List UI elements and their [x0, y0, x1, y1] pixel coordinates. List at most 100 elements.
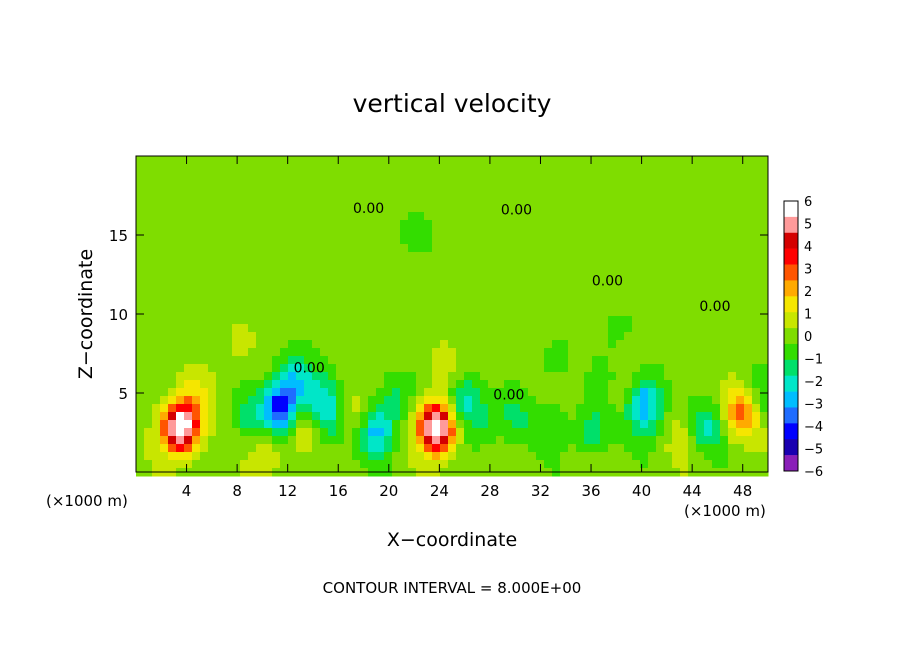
- heatmap-cell: [456, 204, 465, 213]
- heatmap-cell: [208, 372, 217, 381]
- heatmap-cell: [200, 260, 209, 269]
- heatmap-cell: [632, 268, 641, 277]
- heatmap-cell: [168, 460, 177, 469]
- heatmap-cell: [584, 260, 593, 269]
- heatmap-cell: [392, 220, 401, 229]
- heatmap-cell: [536, 332, 545, 341]
- heatmap-cell: [640, 372, 649, 381]
- heatmap-cell: [304, 180, 313, 189]
- heatmap-cell: [296, 412, 305, 421]
- heatmap-cell: [488, 412, 497, 421]
- heatmap-cell: [592, 380, 601, 389]
- heatmap-cell: [544, 204, 553, 213]
- heatmap-cell: [168, 356, 177, 365]
- heatmap-cell: [736, 180, 745, 189]
- heatmap-cell: [504, 452, 513, 461]
- heatmap-cell: [560, 252, 569, 261]
- heatmap-cell: [272, 220, 281, 229]
- heatmap-cell: [480, 164, 489, 173]
- heatmap-cell: [160, 316, 169, 325]
- heatmap-cell: [248, 260, 257, 269]
- heatmap-cell: [480, 252, 489, 261]
- heatmap-cell: [248, 236, 257, 245]
- heatmap-cell: [248, 284, 257, 293]
- heatmap-cell: [520, 196, 529, 205]
- heatmap-cell: [640, 204, 649, 213]
- heatmap-cell: [568, 196, 577, 205]
- heatmap-cell: [544, 180, 553, 189]
- heatmap-cell: [720, 436, 729, 445]
- heatmap-cell: [520, 300, 529, 309]
- heatmap-cell: [472, 348, 481, 357]
- heatmap-cell: [528, 156, 537, 165]
- heatmap-cell: [160, 268, 169, 277]
- heatmap-cell: [744, 436, 753, 445]
- heatmap-cell: [376, 228, 385, 237]
- heatmap-cell: [640, 324, 649, 333]
- heatmap-cell: [408, 172, 417, 181]
- heatmap-cell: [152, 332, 161, 341]
- heatmap-cell: [264, 244, 273, 253]
- heatmap-cell: [584, 364, 593, 373]
- heatmap-cell: [696, 156, 705, 165]
- heatmap-cell: [152, 412, 161, 421]
- heatmap-cell: [592, 340, 601, 349]
- heatmap-cell: [192, 380, 201, 389]
- heatmap-cell: [184, 340, 193, 349]
- heatmap-cell: [360, 428, 369, 437]
- heatmap-cell: [352, 348, 361, 357]
- heatmap-cell: [288, 396, 297, 405]
- heatmap-cell: [448, 332, 457, 341]
- heatmap-cell: [600, 452, 609, 461]
- heatmap-cell: [480, 364, 489, 373]
- heatmap-cell: [240, 404, 249, 413]
- heatmap-cell: [152, 180, 161, 189]
- heatmap-cell: [712, 196, 721, 205]
- heatmap-cell: [560, 212, 569, 221]
- heatmap-cell: [616, 156, 625, 165]
- heatmap-cell: [512, 276, 521, 285]
- heatmap-cell: [752, 388, 761, 397]
- heatmap-cell: [296, 404, 305, 413]
- heatmap-cell: [384, 444, 393, 453]
- heatmap-cell: [368, 300, 377, 309]
- heatmap-cell: [464, 204, 473, 213]
- heatmap-cell: [464, 228, 473, 237]
- heatmap-cell: [416, 308, 425, 317]
- heatmap-cell: [760, 236, 769, 245]
- heatmap-cell: [168, 228, 177, 237]
- heatmap-cell: [520, 172, 529, 181]
- heatmap-cell: [408, 268, 417, 277]
- heatmap-cell: [576, 460, 585, 469]
- heatmap-cell: [328, 452, 337, 461]
- heatmap-cell: [240, 436, 249, 445]
- heatmap-cell: [616, 252, 625, 261]
- heatmap-cell: [376, 268, 385, 277]
- heatmap-cell: [648, 380, 657, 389]
- heatmap-cell: [744, 188, 753, 197]
- heatmap-cell: [328, 252, 337, 261]
- heatmap-cell: [296, 276, 305, 285]
- heatmap-cell: [512, 164, 521, 173]
- heatmap-cell: [640, 284, 649, 293]
- heatmap-cell: [680, 316, 689, 325]
- heatmap-cell: [704, 220, 713, 229]
- heatmap-cell: [240, 316, 249, 325]
- heatmap-cell: [568, 452, 577, 461]
- heatmap-cell: [728, 268, 737, 277]
- heatmap-cell: [400, 180, 409, 189]
- colorbar-swatch: [784, 328, 798, 345]
- heatmap-cell: [528, 316, 537, 325]
- heatmap-cell: [136, 412, 145, 421]
- heatmap-cell: [160, 404, 169, 413]
- heatmap-cell: [720, 300, 729, 309]
- heatmap-cell: [384, 452, 393, 461]
- heatmap-cell: [208, 332, 217, 341]
- heatmap-cell: [720, 204, 729, 213]
- heatmap-cell: [328, 172, 337, 181]
- heatmap-cell: [168, 172, 177, 181]
- heatmap-cell: [336, 444, 345, 453]
- heatmap-cell: [624, 308, 633, 317]
- heatmap-cell: [144, 220, 153, 229]
- heatmap-cell: [320, 404, 329, 413]
